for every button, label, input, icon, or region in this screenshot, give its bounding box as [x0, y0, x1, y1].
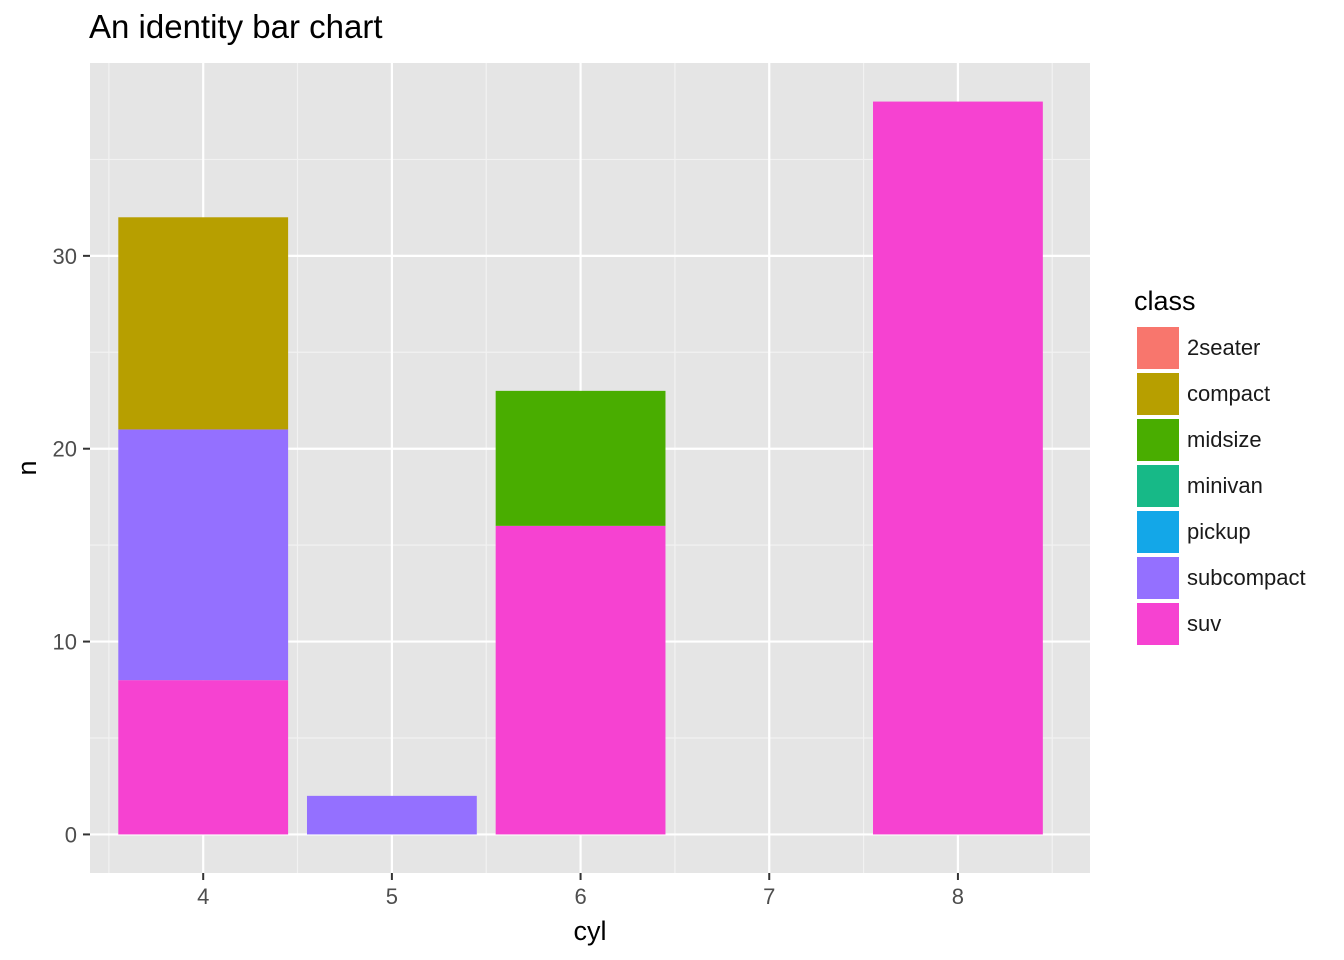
bar-segment-cyl6-suv	[495, 525, 666, 835]
legend-item-2seater: 2seater	[1134, 325, 1306, 371]
y-tick-label: 0	[65, 822, 77, 847]
legend-label: subcompact	[1187, 565, 1306, 590]
legend-item-midsize: midsize	[1134, 417, 1306, 463]
legend-key-midsize	[1137, 419, 1179, 461]
bar-segment-cyl4-subcompact	[118, 429, 289, 681]
axes: 4 5 6 7 8 0 10 20 30	[53, 244, 965, 909]
legend-label: pickup	[1187, 519, 1251, 544]
legend-item-compact: compact	[1134, 371, 1306, 417]
y-axis-label: n	[12, 460, 42, 475]
bar-segment-cyl6-midsize	[495, 390, 666, 526]
legend-item-subcompact: subcompact	[1134, 555, 1306, 601]
y-tick-label: 20	[53, 437, 77, 462]
x-tick-label: 5	[386, 884, 398, 909]
x-tick-label: 6	[574, 884, 586, 909]
legend-label: midsize	[1187, 427, 1262, 452]
bar-segment-cyl8-suv	[873, 101, 1043, 835]
legend-key-compact	[1137, 373, 1179, 415]
x-tick-label: 8	[952, 884, 964, 909]
legend-item-suv: suv	[1134, 601, 1306, 647]
legend-items: 2seater compact midsize minivan pickup subcom…	[1134, 325, 1306, 647]
legend-label: minivan	[1187, 473, 1263, 498]
legend-item-pickup: pickup	[1134, 509, 1306, 555]
legend-key-pickup	[1137, 511, 1179, 553]
bar-segment-cyl4-compact	[118, 217, 289, 430]
x-axis-label: cyl	[574, 916, 607, 946]
legend-item-minivan: minivan	[1134, 463, 1306, 509]
y-tick-label: 10	[53, 630, 77, 655]
x-tick-label: 4	[197, 884, 209, 909]
legend-key-2seater	[1137, 327, 1179, 369]
chart-title: An identity bar chart	[89, 8, 383, 45]
legend-key-suv	[1137, 603, 1179, 645]
bars	[118, 101, 1043, 835]
legend-label: compact	[1187, 381, 1271, 406]
legend: class 2seater compact midsize minivan pickup…	[1134, 286, 1306, 647]
legend-key-subcompact	[1137, 557, 1179, 599]
x-tick-label: 7	[763, 884, 775, 909]
legend-label: 2seater	[1187, 335, 1261, 360]
bar-segment-cyl5-subcompact	[306, 795, 477, 835]
legend-key-minivan	[1137, 465, 1179, 507]
bar-segment-cyl4-suv	[118, 680, 289, 835]
y-tick-label: 30	[53, 244, 77, 269]
legend-label: suv	[1187, 611, 1222, 636]
legend-title: class	[1134, 286, 1196, 316]
